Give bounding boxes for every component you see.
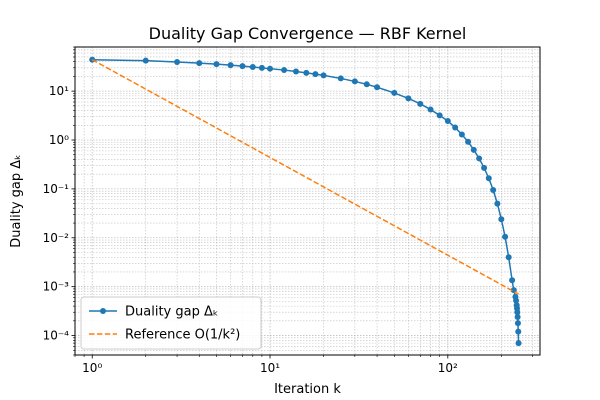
data-point <box>509 277 516 284</box>
data-point <box>405 95 412 102</box>
data-point <box>351 78 358 85</box>
data-point <box>227 62 234 69</box>
data-point <box>293 68 299 75</box>
legend-box <box>80 296 262 350</box>
legend: Duality gap Δₖ Reference O(1/k²) <box>80 296 262 350</box>
data-point <box>452 124 459 131</box>
data-point <box>320 72 327 79</box>
data-point <box>427 106 434 113</box>
data-point <box>494 200 501 207</box>
chart-title: Duality Gap Convergence — RBF Kernel <box>149 24 467 43</box>
data-point <box>444 118 451 124</box>
data-point <box>470 146 477 153</box>
data-point <box>476 155 483 162</box>
data-point <box>513 297 520 304</box>
legend-label-reference: Reference O(1/k²) <box>125 328 240 343</box>
data-point <box>498 216 505 223</box>
x-tick-label: 10¹ <box>260 361 280 375</box>
data-point <box>515 340 522 347</box>
data-point <box>502 233 509 240</box>
legend-marker-duality-gap <box>100 308 106 314</box>
x-tick-label: 10⁰ <box>82 361 102 375</box>
plot-frame <box>74 46 541 356</box>
data-point <box>267 65 274 72</box>
data-point <box>458 131 465 138</box>
y-tick-label: 10⁻² <box>43 231 70 245</box>
y-tick-label: 10⁻¹ <box>43 182 70 196</box>
data-point <box>514 309 521 316</box>
data-point <box>337 75 344 82</box>
data-point <box>239 63 246 70</box>
grid-lines <box>74 46 540 356</box>
y-tick-label: 10⁻³ <box>43 280 70 294</box>
data-point <box>505 254 512 261</box>
data-point <box>303 69 310 76</box>
legend-label-duality-gap: Duality gap Δₖ <box>125 305 218 320</box>
data-point <box>213 61 220 68</box>
data-point <box>391 89 398 96</box>
data-point <box>514 320 521 327</box>
series-line-reference <box>91 59 519 295</box>
data-point <box>481 164 488 171</box>
data-point <box>258 64 265 71</box>
data-point <box>312 71 319 78</box>
x-axis-title: Iteration k <box>274 382 341 397</box>
data-point <box>490 186 497 193</box>
data-point <box>249 63 256 70</box>
data-point <box>436 112 443 119</box>
series-layer <box>89 56 522 347</box>
y-tick-label: 10¹ <box>49 84 69 98</box>
data-point <box>174 58 181 65</box>
data-point <box>196 60 203 67</box>
data-point <box>465 138 472 145</box>
data-point <box>363 81 370 88</box>
data-point <box>515 328 522 335</box>
x-tick-label: 10² <box>438 361 458 375</box>
data-point <box>417 100 424 107</box>
data-point <box>485 175 492 182</box>
y-tick-label: 10⁰ <box>49 133 69 147</box>
y-axis-title: Duality gap Δₖ <box>9 154 24 247</box>
y-tick-label: 10⁻⁴ <box>43 329 70 343</box>
axis-ticks: 10⁰ 10¹ 10² 10⁻⁴ 10⁻³ 10⁻² 10⁻¹ 10⁰ 10¹ <box>43 46 533 375</box>
data-point <box>514 313 521 320</box>
data-point <box>142 57 149 64</box>
data-point <box>281 67 288 74</box>
data-point <box>374 84 381 91</box>
